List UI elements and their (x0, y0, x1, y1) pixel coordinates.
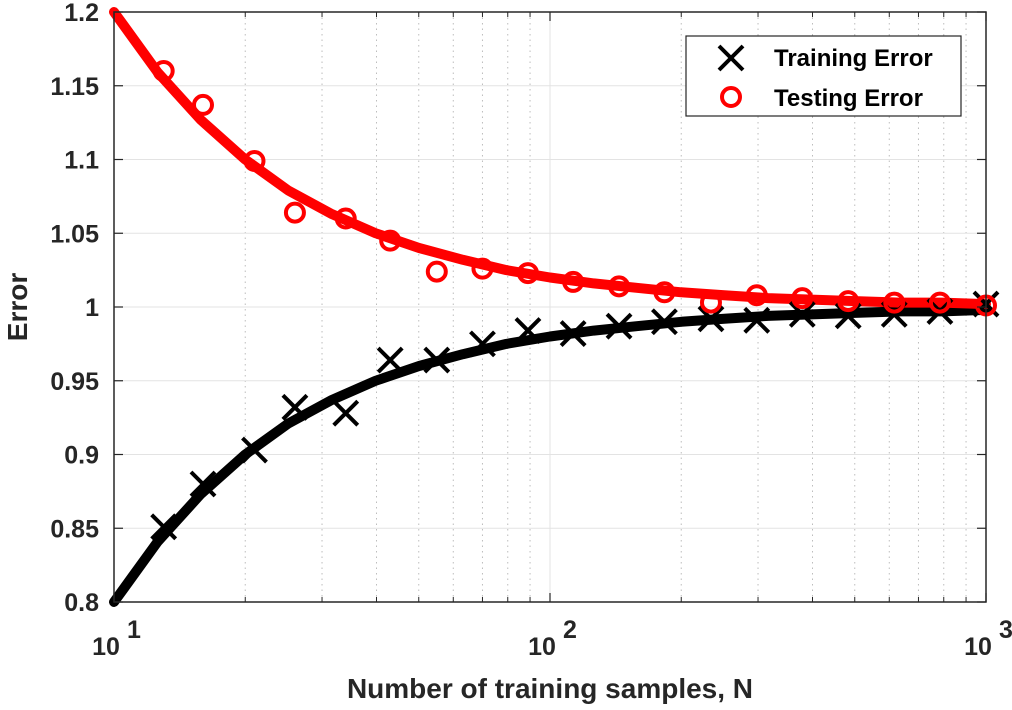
training-error-point (469, 330, 496, 358)
testing-error-point (243, 149, 266, 172)
legend-label-training: Training Error (774, 45, 933, 72)
training-error-point (376, 346, 404, 374)
training-error-point (189, 470, 217, 498)
testing-error-point (191, 93, 214, 116)
training-error-point (559, 320, 587, 347)
y-tick-label: 0.85 (50, 515, 99, 543)
testing-error-point (516, 262, 539, 285)
testing-error-point (425, 260, 448, 283)
testing-error-point (283, 201, 306, 224)
x-marker-stroke (651, 308, 678, 336)
y-tick-label: 1.2 (64, 0, 99, 27)
testing-error-point (883, 291, 906, 314)
y-tick-label: 0.8 (64, 589, 99, 617)
x-marker-stroke (241, 436, 268, 464)
x-marker-stroke (189, 470, 217, 498)
testing-error-point (837, 290, 860, 313)
training-error-point (241, 436, 268, 464)
testing-error-point (379, 229, 402, 252)
x-tick-label: 10 (528, 633, 556, 661)
legend-marker-training-x-icon (717, 44, 745, 72)
training-error-point (743, 306, 771, 334)
plot-area (109, 7, 1000, 607)
x-tick-label-exponent: 1 (127, 616, 141, 644)
x-tick-label: 10 (964, 633, 992, 661)
x-marker-stroke (743, 306, 771, 334)
testing-error-point (152, 60, 175, 82)
testing-error-point (653, 281, 676, 304)
x-marker-stroke (376, 346, 404, 374)
training-error-point (788, 300, 816, 328)
testing-error-point (928, 291, 951, 314)
legend-marker-testing-circle-icon (720, 86, 742, 108)
testing-error-point (699, 291, 722, 314)
x-marker-stroke (514, 317, 542, 345)
legend-label-testing: Testing Error (774, 85, 923, 112)
testing-error-point (334, 207, 357, 230)
x-tick-label: 10 (92, 633, 120, 661)
x-marker-stroke (697, 305, 725, 333)
testing-error-point (791, 287, 814, 310)
training-error-point (332, 399, 360, 427)
y-tick-label: 0.95 (50, 368, 99, 396)
training-error-point (697, 305, 725, 333)
training-error-point (423, 346, 451, 374)
legend-box (685, 35, 962, 117)
x-marker-stroke (150, 513, 178, 541)
testing-error-point (608, 275, 631, 298)
x-marker-stroke (559, 320, 587, 347)
x-marker-stroke (423, 346, 451, 374)
y-tick-label: 1.1 (64, 147, 99, 175)
x-marker-stroke (332, 399, 360, 427)
training-error-point (150, 513, 178, 541)
x-marker-stroke (788, 300, 816, 328)
y-tick-label: 1 (85, 294, 99, 322)
training-error-point (651, 308, 678, 336)
x-marker-stroke (281, 393, 309, 421)
legend: Training Error Testing Error (685, 35, 962, 117)
x-tick-label-exponent: 2 (563, 616, 577, 644)
training-error-point (605, 312, 633, 340)
x-marker-stroke (605, 312, 633, 340)
y-tick-label: 0.9 (64, 442, 99, 470)
x-axis-label: Number of training samples, N (347, 673, 753, 704)
y-tick-label: 1.15 (50, 73, 99, 101)
testing-error-point (471, 257, 494, 280)
y-axis-label: Error (2, 273, 33, 342)
x-tick-label-exponent: 3 (999, 616, 1012, 644)
training-error-point (281, 393, 309, 421)
y-tick-label: 1.05 (50, 220, 99, 248)
testing-error-point (562, 270, 585, 293)
training-error-point (514, 317, 542, 345)
x-marker-stroke (469, 330, 496, 358)
testing-error-point (745, 284, 768, 307)
